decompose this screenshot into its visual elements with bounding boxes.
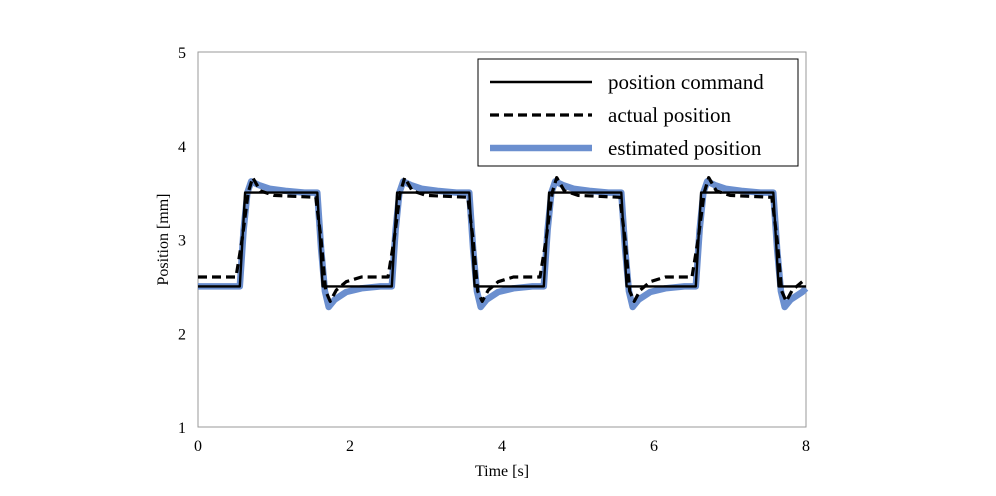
legend-label-position-command: position command [608,70,764,94]
x-tick-label: 4 [498,438,506,455]
series-layer [198,176,809,311]
y-tick-label: 4 [178,139,186,156]
y-tick-label: 1 [178,420,186,437]
y-tick-label: 5 [178,45,186,62]
legend: position command actual position estimat… [477,58,799,167]
y-tick-label: 3 [178,233,186,250]
x-axis-title: Time [s] [475,463,529,480]
ticks-layer: 0 2 4 6 8 1 2 3 4 5 [178,45,810,455]
y-tick-label: 2 [178,326,186,343]
legend-label-estimated-position: estimated position [608,136,762,160]
y-axis-title: Position [mm] [155,193,172,285]
series-estimated-position [198,178,809,311]
x-tick-label: 8 [802,438,810,455]
plot-area [197,51,807,428]
series-position-command [198,191,806,288]
x-tick-label: 6 [650,438,658,455]
plot-frame [197,51,807,428]
series-actual-position [198,176,807,303]
x-tick-label: 2 [346,438,354,455]
x-tick-label: 0 [194,438,202,455]
legend-label-actual-position: actual position [608,103,732,127]
